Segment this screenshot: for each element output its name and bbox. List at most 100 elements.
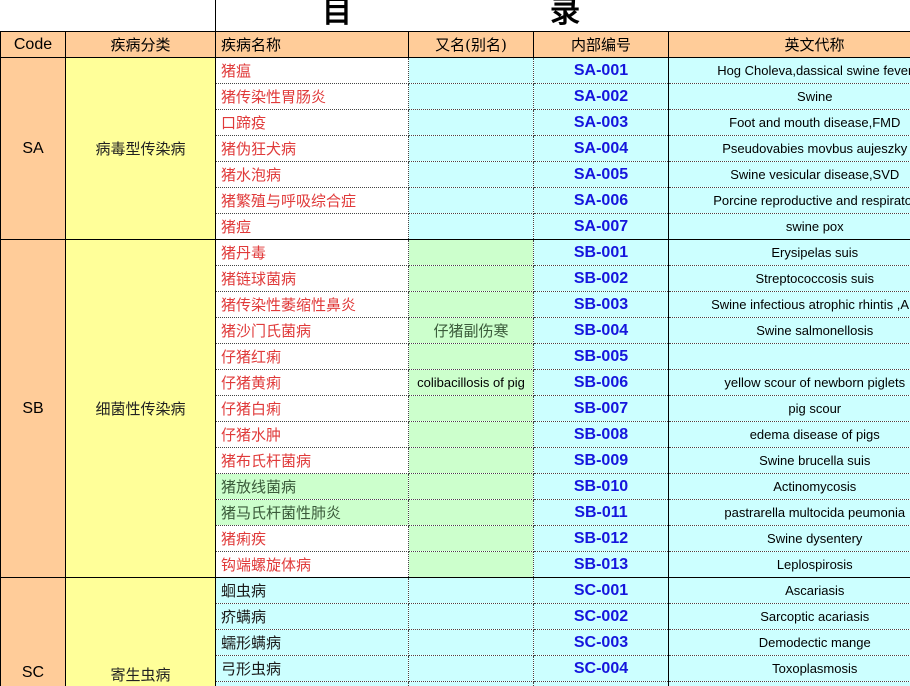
alias-cell[interactable] bbox=[408, 109, 534, 136]
internal-id-cell[interactable]: SB-009 bbox=[533, 447, 669, 474]
english-name-cell[interactable]: Pig coccidiosis bbox=[668, 681, 910, 686]
disease-name-cell[interactable]: 猪传染性胃肠炎 bbox=[215, 83, 409, 110]
internal-id-cell[interactable]: SB-001 bbox=[533, 239, 669, 266]
header-category[interactable]: 疾病分类 bbox=[65, 31, 216, 58]
alias-cell[interactable] bbox=[408, 161, 534, 188]
alias-cell[interactable] bbox=[408, 395, 534, 422]
internal-id-cell[interactable]: SC-004 bbox=[533, 655, 669, 682]
alias-cell[interactable] bbox=[408, 239, 534, 266]
disease-name-cell[interactable]: 疥螨病 bbox=[215, 603, 409, 630]
disease-name-cell[interactable]: 猪放线菌病 bbox=[215, 473, 409, 500]
english-name-cell[interactable]: Hog Choleva,dassical swine fever bbox=[668, 57, 910, 84]
internal-id-cell[interactable]: SC-002 bbox=[533, 603, 669, 630]
disease-name-cell[interactable]: 仔猪黄痢 bbox=[215, 369, 409, 396]
internal-id-cell[interactable]: SC-003 bbox=[533, 629, 669, 656]
disease-name-cell[interactable]: 猪痢疾 bbox=[215, 525, 409, 552]
internal-id-cell[interactable]: SB-003 bbox=[533, 291, 669, 318]
section-category-cell[interactable]: 细菌性传染病 bbox=[65, 239, 216, 578]
disease-name-cell[interactable]: 猪马氏杆菌性肺炎 bbox=[215, 499, 409, 526]
english-name-cell[interactable]: Swine salmonellosis bbox=[668, 317, 910, 344]
disease-name-cell[interactable]: 仔猪红痢 bbox=[215, 343, 409, 370]
english-name-cell[interactable]: yellow scour of newborn piglets bbox=[668, 369, 910, 396]
header-disease-name[interactable]: 疾病名称 bbox=[215, 31, 409, 58]
internal-id-cell[interactable]: SA-004 bbox=[533, 135, 669, 162]
internal-id-cell[interactable]: SC-005 bbox=[533, 681, 669, 686]
alias-cell[interactable] bbox=[408, 603, 534, 630]
disease-name-cell[interactable]: 蠕形螨病 bbox=[215, 629, 409, 656]
english-name-cell[interactable]: Leplospirosis bbox=[668, 551, 910, 578]
internal-id-cell[interactable]: SB-012 bbox=[533, 525, 669, 552]
internal-id-cell[interactable]: SA-002 bbox=[533, 83, 669, 110]
english-name-cell[interactable]: Ascariasis bbox=[668, 577, 910, 604]
english-name-cell[interactable]: Pseudovabies movbus aujeszky bbox=[668, 135, 910, 162]
english-name-cell[interactable]: Demodectic mange bbox=[668, 629, 910, 656]
english-name-cell[interactable]: Swine brucella suis bbox=[668, 447, 910, 474]
disease-name-cell[interactable]: 蛔虫病 bbox=[215, 577, 409, 604]
disease-name-cell[interactable]: 弓形虫病 bbox=[215, 655, 409, 682]
disease-name-cell[interactable]: 猪伪狂犬病 bbox=[215, 135, 409, 162]
disease-name-cell[interactable]: 仔猪水肿 bbox=[215, 421, 409, 448]
english-name-cell[interactable]: Foot and mouth disease,FMD bbox=[668, 109, 910, 136]
english-name-cell[interactable] bbox=[668, 343, 910, 370]
alias-cell[interactable] bbox=[408, 655, 534, 682]
alias-cell[interactable] bbox=[408, 57, 534, 84]
alias-cell[interactable] bbox=[408, 525, 534, 552]
section-category-cell[interactable]: 寄生虫病 bbox=[65, 577, 216, 686]
disease-name-cell[interactable]: 猪沙门氏菌病 bbox=[215, 317, 409, 344]
internal-id-cell[interactable]: SA-007 bbox=[533, 213, 669, 240]
alias-cell[interactable] bbox=[408, 629, 534, 656]
english-name-cell[interactable]: Sarcoptic acariasis bbox=[668, 603, 910, 630]
section-code-cell[interactable]: SB bbox=[0, 239, 66, 578]
alias-cell[interactable] bbox=[408, 83, 534, 110]
section-category-cell[interactable]: 病毒型传染病 bbox=[65, 57, 216, 240]
disease-name-cell[interactable]: 口蹄疫 bbox=[215, 109, 409, 136]
internal-id-cell[interactable]: SB-013 bbox=[533, 551, 669, 578]
english-name-cell[interactable]: Swine dysentery bbox=[668, 525, 910, 552]
english-name-cell[interactable]: Erysipelas suis bbox=[668, 239, 910, 266]
disease-name-cell[interactable]: 猪布氏杆菌病 bbox=[215, 447, 409, 474]
english-name-cell[interactable]: pastrarella multocida peumonia bbox=[668, 499, 910, 526]
english-name-cell[interactable]: Swine bbox=[668, 83, 910, 110]
disease-name-cell[interactable]: 猪水泡病 bbox=[215, 161, 409, 188]
section-code-cell[interactable]: SC bbox=[0, 577, 66, 686]
disease-name-cell[interactable]: 钩端螺旋体病 bbox=[215, 551, 409, 578]
header-code[interactable]: Code bbox=[0, 31, 66, 58]
disease-name-cell[interactable]: 猪链球菌病 bbox=[215, 265, 409, 292]
alias-cell[interactable] bbox=[408, 265, 534, 292]
internal-id-cell[interactable]: SB-005 bbox=[533, 343, 669, 370]
internal-id-cell[interactable]: SC-001 bbox=[533, 577, 669, 604]
english-name-cell[interactable]: swine pox bbox=[668, 213, 910, 240]
english-name-cell[interactable]: Swine infectious atrophic rhintis ,AR bbox=[668, 291, 910, 318]
internal-id-cell[interactable]: SB-011 bbox=[533, 499, 669, 526]
alias-cell[interactable] bbox=[408, 135, 534, 162]
alias-cell[interactable] bbox=[408, 343, 534, 370]
disease-name-cell[interactable]: 猪丹毒 bbox=[215, 239, 409, 266]
alias-cell[interactable] bbox=[408, 187, 534, 214]
english-name-cell[interactable]: Actinomycosis bbox=[668, 473, 910, 500]
header-internal-id[interactable]: 内部编号 bbox=[533, 31, 669, 58]
header-english-name[interactable]: 英文代称 bbox=[668, 31, 910, 58]
alias-cell[interactable] bbox=[408, 499, 534, 526]
alias-cell[interactable] bbox=[408, 551, 534, 578]
disease-name-cell[interactable]: 猪瘟 bbox=[215, 57, 409, 84]
english-name-cell[interactable]: Toxoplasmosis bbox=[668, 655, 910, 682]
alias-cell[interactable] bbox=[408, 421, 534, 448]
header-alias[interactable]: 又名(别名) bbox=[408, 31, 534, 58]
disease-name-cell[interactable]: 猪痘 bbox=[215, 213, 409, 240]
alias-cell[interactable]: 仔猪副伤寒 bbox=[408, 317, 534, 344]
alias-cell[interactable] bbox=[408, 473, 534, 500]
alias-cell[interactable] bbox=[408, 447, 534, 474]
alias-cell[interactable] bbox=[408, 213, 534, 240]
internal-id-cell[interactable]: SA-003 bbox=[533, 109, 669, 136]
internal-id-cell[interactable]: SB-006 bbox=[533, 369, 669, 396]
english-name-cell[interactable]: pig scour bbox=[668, 395, 910, 422]
disease-name-cell[interactable]: 猪繁殖与呼吸综合症 bbox=[215, 187, 409, 214]
internal-id-cell[interactable]: SB-002 bbox=[533, 265, 669, 292]
english-name-cell[interactable]: Streptococcosis suis bbox=[668, 265, 910, 292]
disease-name-cell[interactable]: 猪传染性萎缩性鼻炎 bbox=[215, 291, 409, 318]
alias-cell[interactable]: colibacillosis of pig bbox=[408, 369, 534, 396]
english-name-cell[interactable]: edema disease of pigs bbox=[668, 421, 910, 448]
internal-id-cell[interactable]: SB-008 bbox=[533, 421, 669, 448]
disease-name-cell[interactable]: 球虫病 bbox=[215, 681, 409, 686]
english-name-cell[interactable]: Swine vesicular disease,SVD bbox=[668, 161, 910, 188]
